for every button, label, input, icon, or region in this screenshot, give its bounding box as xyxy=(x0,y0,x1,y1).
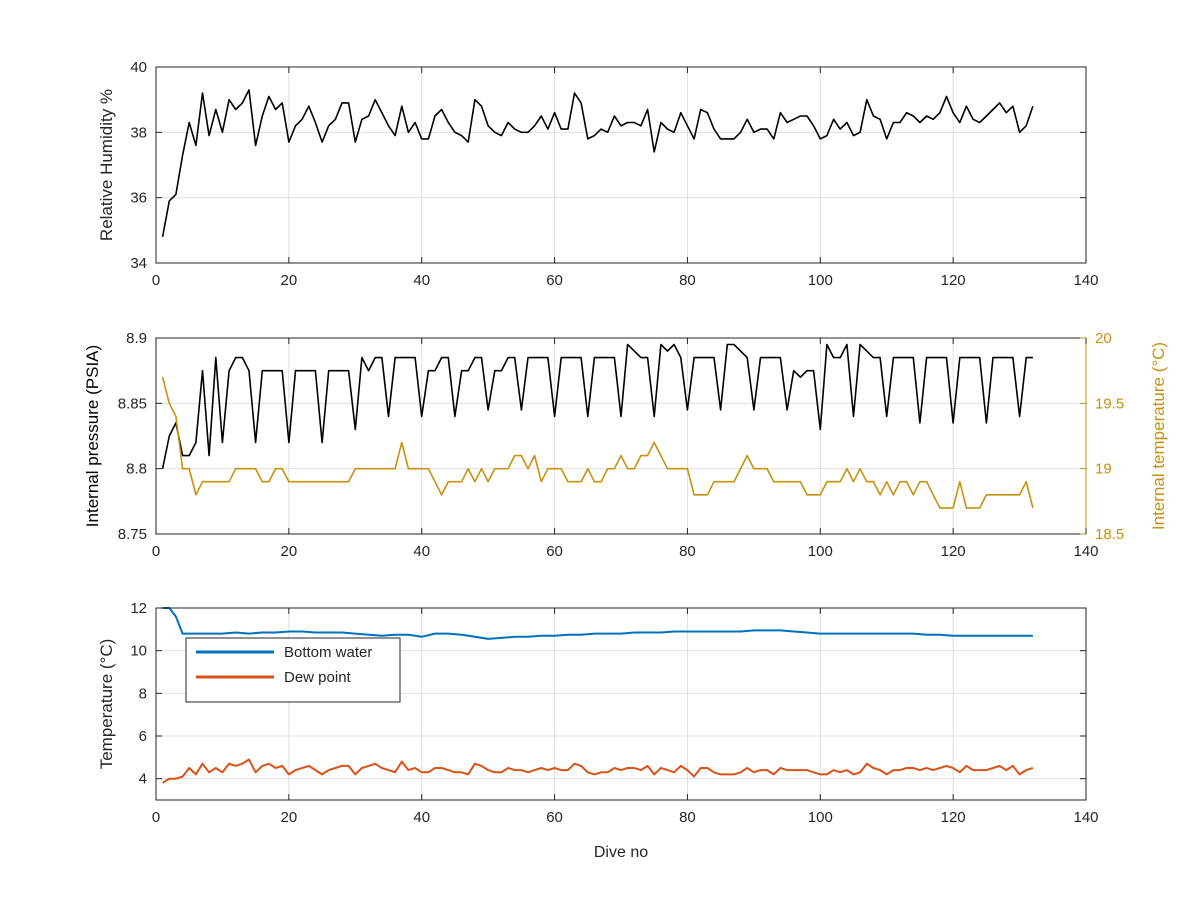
y-tick-label: 12 xyxy=(130,600,147,617)
x-tick-label: 60 xyxy=(546,809,563,826)
legend-label: Bottom water xyxy=(284,644,372,661)
y-tick-label: 8.9 xyxy=(126,330,147,347)
x-tick-label: 120 xyxy=(941,272,966,289)
x-tick-label: 60 xyxy=(546,272,563,289)
y-tick-label: 8 xyxy=(139,685,147,702)
x-tick-label: 0 xyxy=(152,272,160,289)
legend-box xyxy=(185,637,401,703)
x-tick-label: 80 xyxy=(679,543,696,560)
right-y-axis-label: Internal temperature (°C) xyxy=(1149,342,1168,530)
y-tick-label: 8.75 xyxy=(118,526,147,543)
right-y-tick-label: 18.5 xyxy=(1095,526,1124,543)
right-y-tick-label: 20 xyxy=(1095,330,1112,347)
y-tick-label: 36 xyxy=(130,190,147,207)
x-tick-label: 80 xyxy=(679,809,696,826)
legend-label: Dew point xyxy=(284,669,352,686)
y-tick-label: 6 xyxy=(139,728,147,745)
axes-box xyxy=(155,607,1087,801)
x-tick-label: 40 xyxy=(413,543,430,560)
series-line-1-1 xyxy=(161,89,1034,238)
x-tick-label: 40 xyxy=(413,809,430,826)
series-line-2-1 xyxy=(161,343,1033,469)
axes-box xyxy=(155,66,1087,264)
axes-box xyxy=(155,337,1087,535)
series-line-dew-point xyxy=(162,758,1034,784)
y-axis-label: Relative Humidity % xyxy=(97,89,116,241)
x-tick-label: 140 xyxy=(1073,809,1098,826)
y-tick-label: 8.85 xyxy=(118,395,147,412)
x-tick-label: 140 xyxy=(1073,543,1098,560)
x-tick-label: 120 xyxy=(941,543,966,560)
y-tick-label: 40 xyxy=(130,59,147,76)
x-tick-label: 40 xyxy=(413,272,430,289)
x-tick-label: 80 xyxy=(679,272,696,289)
x-tick-label: 100 xyxy=(808,272,833,289)
y-axis-label: Temperature (°C) xyxy=(97,639,116,770)
x-tick-label: 60 xyxy=(546,543,563,560)
x-tick-label: 0 xyxy=(152,809,160,826)
x-tick-label: 0 xyxy=(152,543,160,560)
y-tick-label: 10 xyxy=(130,643,147,660)
x-tick-label: 20 xyxy=(281,543,298,560)
x-tick-label: 20 xyxy=(281,272,298,289)
y-tick-label: 34 xyxy=(130,255,147,272)
y-tick-label: 38 xyxy=(130,124,147,141)
series-line-2-2 xyxy=(161,377,1034,509)
legend: Bottom water Dew point xyxy=(185,637,401,703)
x-tick-label: 20 xyxy=(281,809,298,826)
x-tick-label: 140 xyxy=(1073,272,1098,289)
series-line-bottom-water xyxy=(162,607,1033,640)
x-tick-label: 100 xyxy=(808,543,833,560)
right-y-tick-label: 19 xyxy=(1095,461,1112,478)
y-axis-label: Internal pressure (PSIA) xyxy=(83,345,102,527)
x-axis-label: Dive no xyxy=(594,844,648,861)
subplot-3: 0 20 40 60 80 100 120 140 4 6 8 10 12 Temperature (°C… xyxy=(97,600,1099,861)
y-tick-label: 8.8 xyxy=(126,461,147,478)
subplot-1: 0 20 40 60 80 100 120 140 34 36 38 40 Relative Humid… xyxy=(97,59,1099,289)
x-tick-label: 120 xyxy=(941,809,966,826)
x-tick-label: 100 xyxy=(808,809,833,826)
subplot-2: 0 20 40 60 80 100 120 140 8.75 8.8 8.85 8.9 18.5 19 19… xyxy=(83,330,1168,560)
y-tick-label: 4 xyxy=(139,771,147,788)
right-y-tick-label: 19.5 xyxy=(1095,395,1124,412)
